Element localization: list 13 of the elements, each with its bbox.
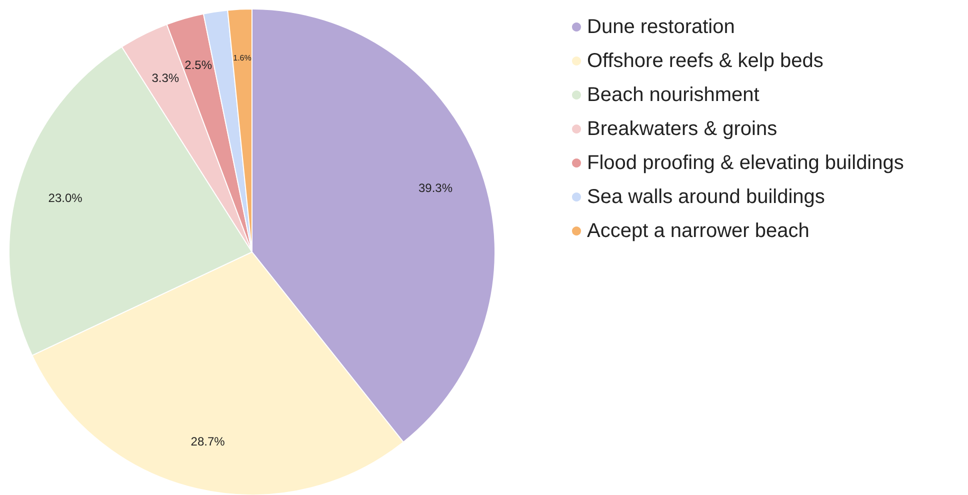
data-label: 3.3% — [152, 70, 180, 85]
data-label: 39.3% — [418, 180, 453, 195]
legend-label: Accept a narrower beach — [587, 220, 810, 242]
legend-label: Beach nourishment — [587, 84, 760, 106]
data-label: 28.7% — [190, 434, 226, 448]
data-label: 1.6% — [233, 53, 252, 62]
legend-label: Offshore reefs & kelp beds — [587, 50, 824, 72]
data-label: 23.0% — [48, 190, 83, 205]
legend-label: Breakwaters & groins — [587, 118, 778, 140]
legend-label: Dune restoration — [587, 16, 735, 38]
legend-label: Flood proofing & elevating buildings — [587, 152, 904, 174]
legend-label: Sea walls around buildings — [587, 186, 825, 208]
data-label: 2.5% — [184, 58, 212, 72]
